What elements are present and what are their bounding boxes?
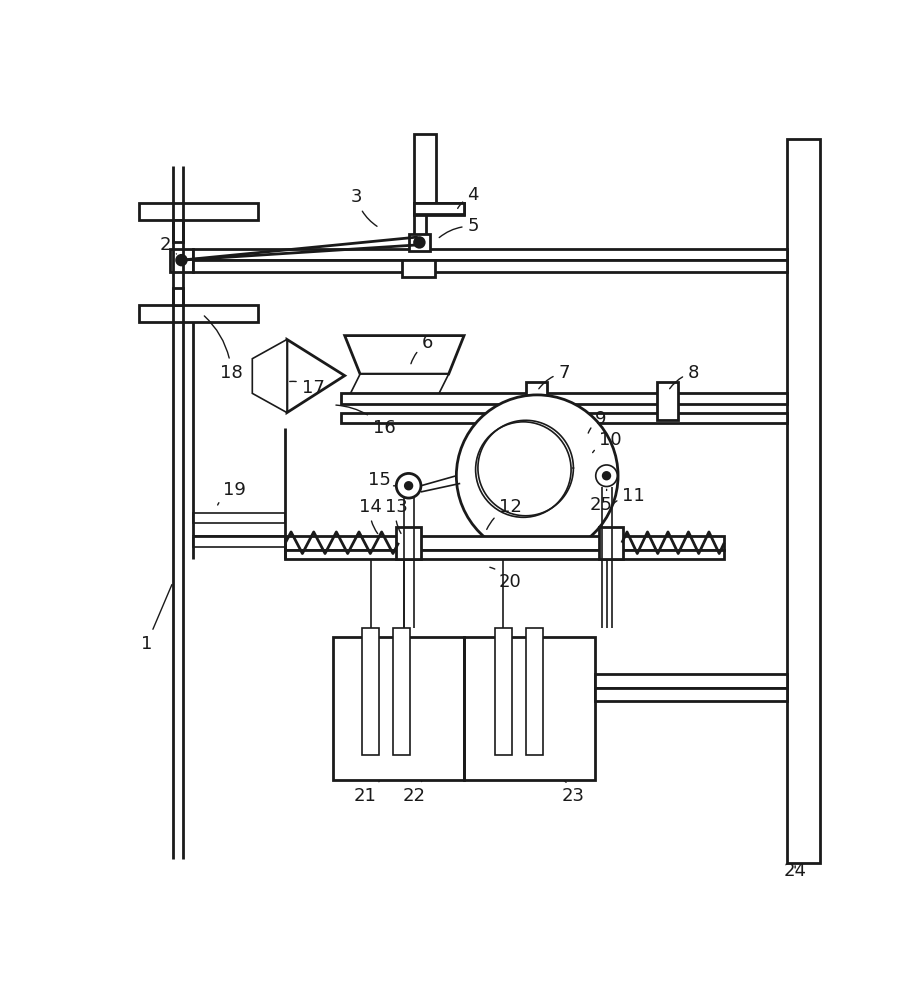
Bar [403,260,435,277]
Text: 2: 2 [160,236,176,254]
Polygon shape [345,336,464,374]
Bar [139,305,258,322]
Bar [656,382,678,420]
Circle shape [396,473,421,498]
Bar [170,249,193,272]
Bar [193,249,787,260]
Text: 6: 6 [411,334,432,364]
Bar [173,220,183,242]
Circle shape [603,472,610,480]
Text: 14: 14 [359,498,382,534]
Bar [193,260,787,272]
Text: 19: 19 [218,481,246,505]
Bar [464,637,595,780]
Bar [598,527,623,559]
Bar [526,382,548,420]
Polygon shape [349,374,449,397]
Bar [526,628,542,755]
Bar [341,413,787,423]
Bar [333,637,464,780]
Bar [414,203,464,214]
Bar [286,536,725,550]
Text: 5: 5 [439,217,479,238]
Text: 25: 25 [589,489,612,514]
Text: 24: 24 [784,862,807,880]
Circle shape [476,422,571,517]
Text: 3: 3 [350,188,377,226]
Bar [495,628,512,755]
Text: 23: 23 [561,781,585,805]
Text: 22: 22 [403,781,426,805]
Polygon shape [253,339,287,413]
Bar [414,134,435,203]
Bar [414,215,426,240]
Bar [787,139,820,863]
Text: 8: 8 [669,364,699,389]
Bar [408,234,431,251]
Text: 11: 11 [614,487,644,505]
Text: 20: 20 [490,567,522,591]
Circle shape [405,482,412,490]
Bar [341,393,787,404]
Text: 21: 21 [354,781,379,805]
Text: 16: 16 [336,405,396,437]
Text: 18: 18 [205,316,242,382]
Bar [595,674,787,688]
Text: 17: 17 [290,379,325,397]
Circle shape [176,255,187,266]
Text: 9: 9 [588,410,607,433]
Bar [414,203,464,215]
Bar [139,203,258,220]
Bar [286,550,725,559]
Bar [193,536,286,547]
Text: 4: 4 [457,186,479,208]
Text: 7: 7 [538,364,570,389]
Bar [193,513,286,523]
Bar [595,688,787,701]
Text: 15: 15 [368,471,396,489]
Circle shape [456,395,618,557]
Text: 10: 10 [593,431,621,453]
Text: 12: 12 [487,498,522,529]
Text: 1: 1 [141,585,171,653]
Circle shape [596,465,618,487]
Bar [173,288,183,305]
Polygon shape [287,339,345,413]
Bar [396,527,421,559]
Text: 13: 13 [384,498,408,533]
Bar [393,628,410,755]
Circle shape [414,237,425,248]
Bar [362,628,379,755]
